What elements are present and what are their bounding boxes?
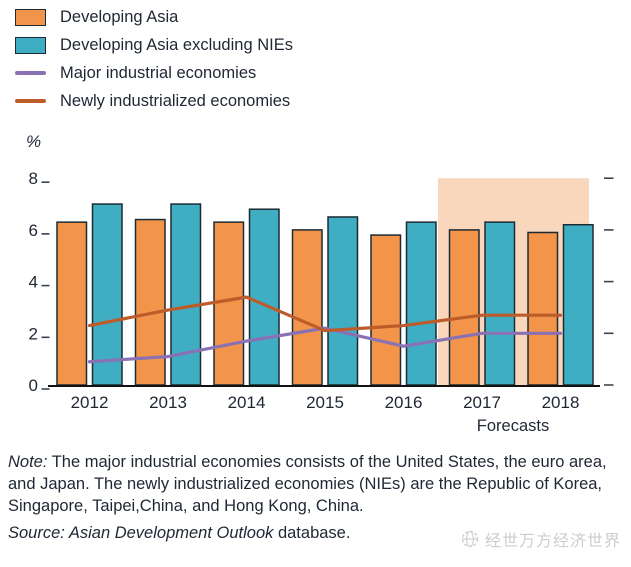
legend-swatch-newly-industrialized xyxy=(15,99,46,103)
svg-text:2012: 2012 xyxy=(71,393,109,412)
legend-item-newly-industrialized: Newly industrialized economies xyxy=(15,92,293,110)
gdp-growth-chart: 0 2 4 6 8% 2012 2013 2014 2015 2016 2017 2018 Foreca… xyxy=(0,123,631,445)
watermark-text: 经世万方经济世界 xyxy=(484,533,621,550)
note-label: Note: xyxy=(8,453,48,471)
legend-swatch-major-industrial xyxy=(15,71,46,75)
note-text: The major industrial economies consists … xyxy=(8,453,607,515)
source-rest: database. xyxy=(273,524,351,542)
legend-label-developing-asia: Developing Asia xyxy=(60,8,179,26)
legend-swatch-developing-asia xyxy=(15,8,46,26)
legend-item-major-industrial: Major industrial economies xyxy=(15,64,293,82)
legend-item-developing-asia: Developing Asia xyxy=(15,8,293,26)
svg-text:4: 4 xyxy=(29,273,38,292)
gdp-growth-chart-svg: 0 2 4 6 8% 2012 2013 2014 2015 2016 2017 2018 Foreca… xyxy=(26,132,614,435)
svg-text:6: 6 xyxy=(29,221,38,240)
legend-swatch-developing-asia-excl-nies xyxy=(15,36,46,54)
chart-source: Source: Asian Development Outlook databa… xyxy=(8,522,458,544)
svg-text:2013: 2013 xyxy=(149,393,187,412)
svg-text:2014: 2014 xyxy=(228,393,266,412)
source-label: Source: xyxy=(8,524,65,542)
svg-text:2015: 2015 xyxy=(306,393,344,412)
legend-label-developing-asia-excl-nies: Developing Asia excluding NIEs xyxy=(60,36,293,54)
globe-icon xyxy=(461,530,479,548)
legend-label-newly-industrialized: Newly industrialized economies xyxy=(60,92,291,110)
legend-label-major-industrial: Major industrial economies xyxy=(60,64,257,82)
svg-text:2016: 2016 xyxy=(385,393,423,412)
legend-item-developing-asia-excl-nies: Developing Asia excluding NIEs xyxy=(15,36,293,54)
svg-text:2017: 2017 xyxy=(463,393,501,412)
chart-note: Note: The major industrial economies con… xyxy=(8,451,620,517)
svg-text:%: % xyxy=(26,132,41,151)
svg-text:2: 2 xyxy=(29,324,38,343)
svg-text:2018: 2018 xyxy=(542,393,580,412)
svg-text:8: 8 xyxy=(29,169,38,188)
chart-legend: Developing Asia Developing Asia excludin… xyxy=(15,8,293,120)
svg-text:0: 0 xyxy=(29,376,38,395)
source-work: Asian Development Outlook xyxy=(64,524,274,542)
svg-text:Forecasts: Forecasts xyxy=(477,417,549,435)
watermark: 经世万方经济世界 xyxy=(460,527,621,551)
